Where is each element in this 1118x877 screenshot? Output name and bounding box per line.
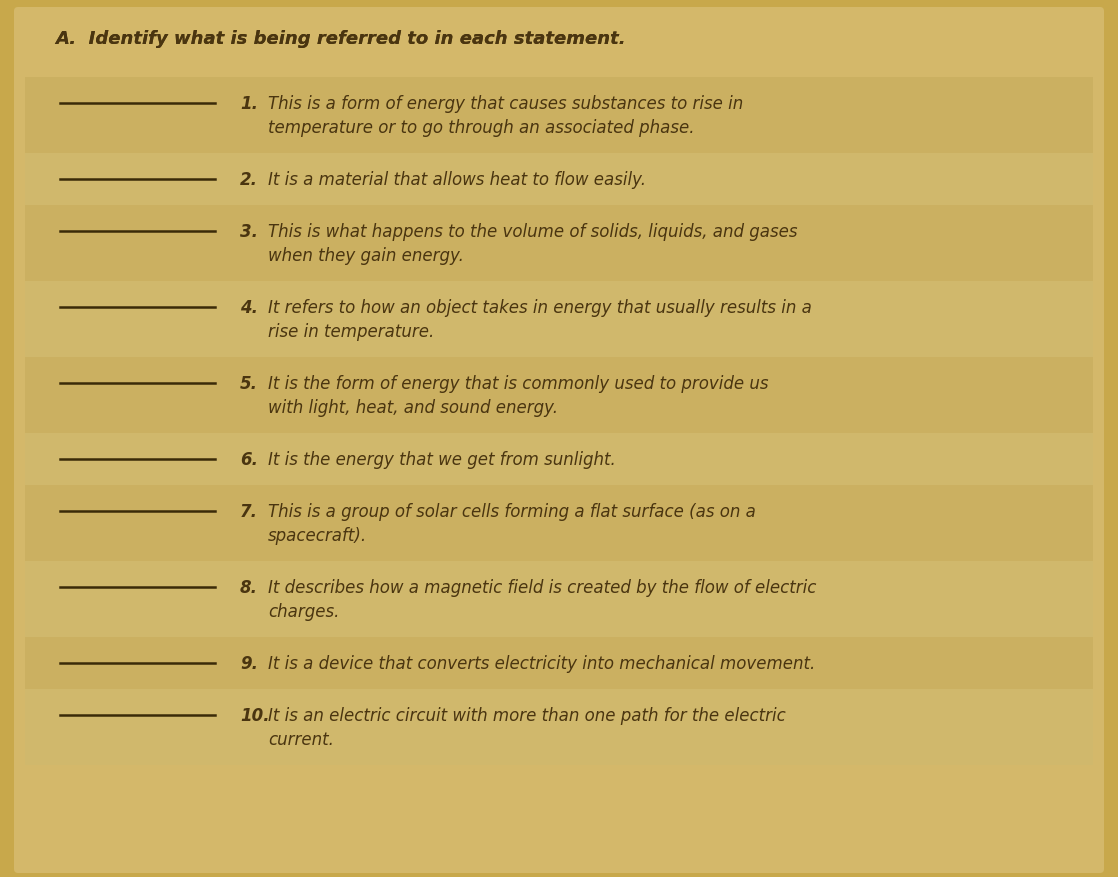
- FancyBboxPatch shape: [15, 8, 1103, 873]
- Text: This is a form of energy that causes substances to rise in: This is a form of energy that causes sub…: [268, 95, 743, 113]
- Text: It is the energy that we get from sunlight.: It is the energy that we get from sunlig…: [268, 451, 616, 468]
- Bar: [25, 206, 1093, 282]
- Text: It describes how a magnetic field is created by the flow of electric: It describes how a magnetic field is cre…: [268, 578, 816, 596]
- Text: 9.: 9.: [240, 654, 258, 673]
- Text: 3.: 3.: [240, 223, 258, 240]
- Text: 7.: 7.: [240, 503, 258, 520]
- Text: 6.: 6.: [240, 451, 258, 468]
- Text: 10.: 10.: [240, 706, 269, 724]
- Text: A.  Identify what is being referred to in each statement.: A. Identify what is being referred to in…: [55, 30, 626, 48]
- Text: 2.: 2.: [240, 171, 258, 189]
- Bar: [25, 486, 1093, 561]
- Bar: [25, 153, 1093, 206]
- Text: 8.: 8.: [240, 578, 258, 596]
- Text: It is a material that allows heat to flow easily.: It is a material that allows heat to flo…: [268, 171, 646, 189]
- Bar: [25, 358, 1093, 433]
- Bar: [25, 561, 1093, 638]
- Text: 4.: 4.: [240, 299, 258, 317]
- Text: This is what happens to the volume of solids, liquids, and gases: This is what happens to the volume of so…: [268, 223, 797, 240]
- Text: It is a device that converts electricity into mechanical movement.: It is a device that converts electricity…: [268, 654, 815, 673]
- Text: temperature or to go through an associated phase.: temperature or to go through an associat…: [268, 119, 694, 137]
- Text: A.  Identify what is being referred to in each statement.: A. Identify what is being referred to in…: [55, 30, 626, 48]
- Bar: [25, 689, 1093, 765]
- Text: spacecraft).: spacecraft).: [268, 526, 367, 545]
- Text: This is a group of solar cells forming a flat surface (as on a: This is a group of solar cells forming a…: [268, 503, 756, 520]
- Text: charges.: charges.: [268, 602, 340, 620]
- Text: 1.: 1.: [240, 95, 258, 113]
- Text: rise in temperature.: rise in temperature.: [268, 323, 434, 340]
- Text: It is the form of energy that is commonly used to provide us: It is the form of energy that is commonl…: [268, 374, 768, 393]
- Text: It refers to how an object takes in energy that usually results in a: It refers to how an object takes in ener…: [268, 299, 812, 317]
- Text: when they gain energy.: when they gain energy.: [268, 246, 464, 265]
- Text: It is an electric circuit with more than one path for the electric: It is an electric circuit with more than…: [268, 706, 786, 724]
- Text: with light, heat, and sound energy.: with light, heat, and sound energy.: [268, 398, 558, 417]
- Bar: [25, 638, 1093, 689]
- Bar: [25, 78, 1093, 153]
- Text: current.: current.: [268, 731, 334, 748]
- Bar: [25, 282, 1093, 358]
- Text: 5.: 5.: [240, 374, 258, 393]
- Bar: [25, 15, 1093, 70]
- Bar: [25, 433, 1093, 486]
